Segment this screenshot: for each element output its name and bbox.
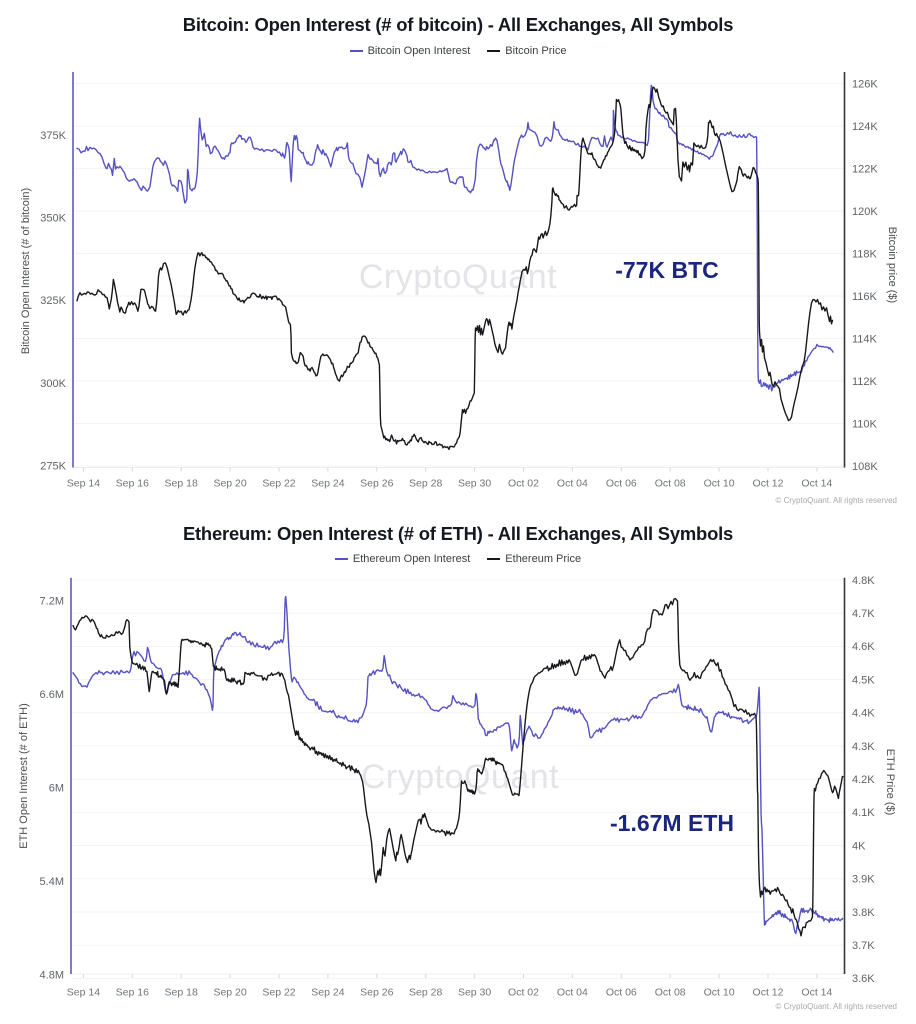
- svg-text:Sep 14: Sep 14: [67, 987, 100, 999]
- svg-text:Oct 14: Oct 14: [801, 478, 832, 490]
- svg-text:4.3K: 4.3K: [852, 741, 875, 753]
- svg-text:4.5K: 4.5K: [852, 674, 875, 686]
- svg-text:120K: 120K: [852, 206, 878, 218]
- svg-text:Oct 04: Oct 04: [557, 478, 588, 490]
- svg-text:108K: 108K: [852, 461, 878, 473]
- svg-text:Sep 28: Sep 28: [409, 987, 442, 999]
- svg-text:Sep 28: Sep 28: [409, 478, 442, 490]
- svg-text:110K: 110K: [852, 418, 878, 430]
- svg-text:Sep 16: Sep 16: [116, 987, 149, 999]
- svg-text:Oct 02: Oct 02: [508, 478, 539, 490]
- svg-text:Sep 20: Sep 20: [213, 478, 246, 490]
- svg-text:Sep 26: Sep 26: [360, 478, 393, 490]
- svg-text:6.6M: 6.6M: [40, 689, 64, 701]
- svg-text:Oct 04: Oct 04: [557, 987, 588, 999]
- svg-text:Oct 10: Oct 10: [704, 987, 735, 999]
- svg-text:325K: 325K: [40, 295, 66, 307]
- svg-text:Bitcoin Open Interest (# of bi: Bitcoin Open Interest (# of bitcoin): [20, 188, 32, 354]
- svg-text:3.7K: 3.7K: [852, 940, 875, 952]
- svg-text:275K: 275K: [40, 461, 66, 473]
- svg-text:4.4K: 4.4K: [852, 708, 875, 720]
- svg-text:Sep 22: Sep 22: [262, 987, 295, 999]
- svg-text:Oct 12: Oct 12: [753, 478, 784, 490]
- svg-text:3.6K: 3.6K: [852, 973, 875, 985]
- svg-text:300K: 300K: [40, 378, 66, 390]
- svg-text:Sep 22: Sep 22: [262, 478, 295, 490]
- svg-text:Oct 08: Oct 08: [655, 987, 686, 999]
- svg-text:7.2M: 7.2M: [40, 595, 64, 607]
- svg-text:ETH Price ($): ETH Price ($): [884, 749, 896, 816]
- svg-text:114K: 114K: [852, 333, 878, 345]
- svg-text:4.6K: 4.6K: [852, 641, 875, 653]
- svg-text:Oct 10: Oct 10: [704, 478, 735, 490]
- svg-text:Oct 06: Oct 06: [606, 987, 637, 999]
- svg-text:© CryptoQuant. All rights rese: © CryptoQuant. All rights reserved: [776, 496, 898, 505]
- svg-text:Sep 30: Sep 30: [458, 478, 491, 490]
- svg-text:122K: 122K: [852, 163, 878, 175]
- svg-text:© CryptoQuant. All rights rese: © CryptoQuant. All rights reserved: [776, 1002, 898, 1011]
- svg-text:3.9K: 3.9K: [852, 874, 875, 886]
- svg-text:Sep 26: Sep 26: [360, 987, 393, 999]
- svg-text:126K: 126K: [852, 78, 878, 90]
- svg-text:Sep 30: Sep 30: [458, 987, 491, 999]
- svg-text:4.2K: 4.2K: [852, 774, 875, 786]
- svg-text:112K: 112K: [852, 376, 878, 388]
- svg-text:4.8K: 4.8K: [852, 575, 875, 587]
- svg-text:4.1K: 4.1K: [852, 807, 875, 819]
- svg-text:4.7K: 4.7K: [852, 608, 875, 620]
- svg-text:118K: 118K: [852, 248, 878, 260]
- svg-text:Oct 14: Oct 14: [801, 987, 832, 999]
- svg-text:Bitcoin price ($): Bitcoin price ($): [886, 227, 898, 303]
- svg-text:Sep 18: Sep 18: [165, 478, 198, 490]
- svg-text:3.8K: 3.8K: [852, 907, 875, 919]
- svg-text:Sep 14: Sep 14: [67, 478, 100, 490]
- svg-text:-77K BTC: -77K BTC: [615, 257, 719, 283]
- svg-text:375K: 375K: [40, 130, 66, 142]
- svg-text:Sep 16: Sep 16: [116, 478, 149, 490]
- svg-text:Oct 06: Oct 06: [606, 478, 637, 490]
- svg-text:Oct 08: Oct 08: [655, 478, 686, 490]
- svg-text:4.8M: 4.8M: [40, 969, 64, 981]
- svg-text:Sep 24: Sep 24: [311, 987, 344, 999]
- svg-text:-1.67M ETH: -1.67M ETH: [610, 810, 734, 836]
- svg-text:Oct 12: Oct 12: [753, 987, 784, 999]
- svg-text:116K: 116K: [852, 291, 878, 303]
- svg-text:ETH Open Interest (# of ETH): ETH Open Interest (# of ETH): [18, 703, 30, 849]
- svg-text:Oct 02: Oct 02: [508, 987, 539, 999]
- svg-text:Sep 20: Sep 20: [213, 987, 246, 999]
- svg-text:Sep 18: Sep 18: [165, 987, 198, 999]
- svg-text:6M: 6M: [49, 782, 64, 794]
- svg-text:350K: 350K: [40, 213, 66, 225]
- svg-text:Sep 24: Sep 24: [311, 478, 344, 490]
- svg-text:124K: 124K: [852, 121, 878, 133]
- svg-text:CryptoQuant: CryptoQuant: [361, 758, 559, 796]
- svg-text:CryptoQuant: CryptoQuant: [359, 258, 557, 296]
- svg-text:4K: 4K: [852, 840, 866, 852]
- svg-text:5.4M: 5.4M: [40, 876, 64, 888]
